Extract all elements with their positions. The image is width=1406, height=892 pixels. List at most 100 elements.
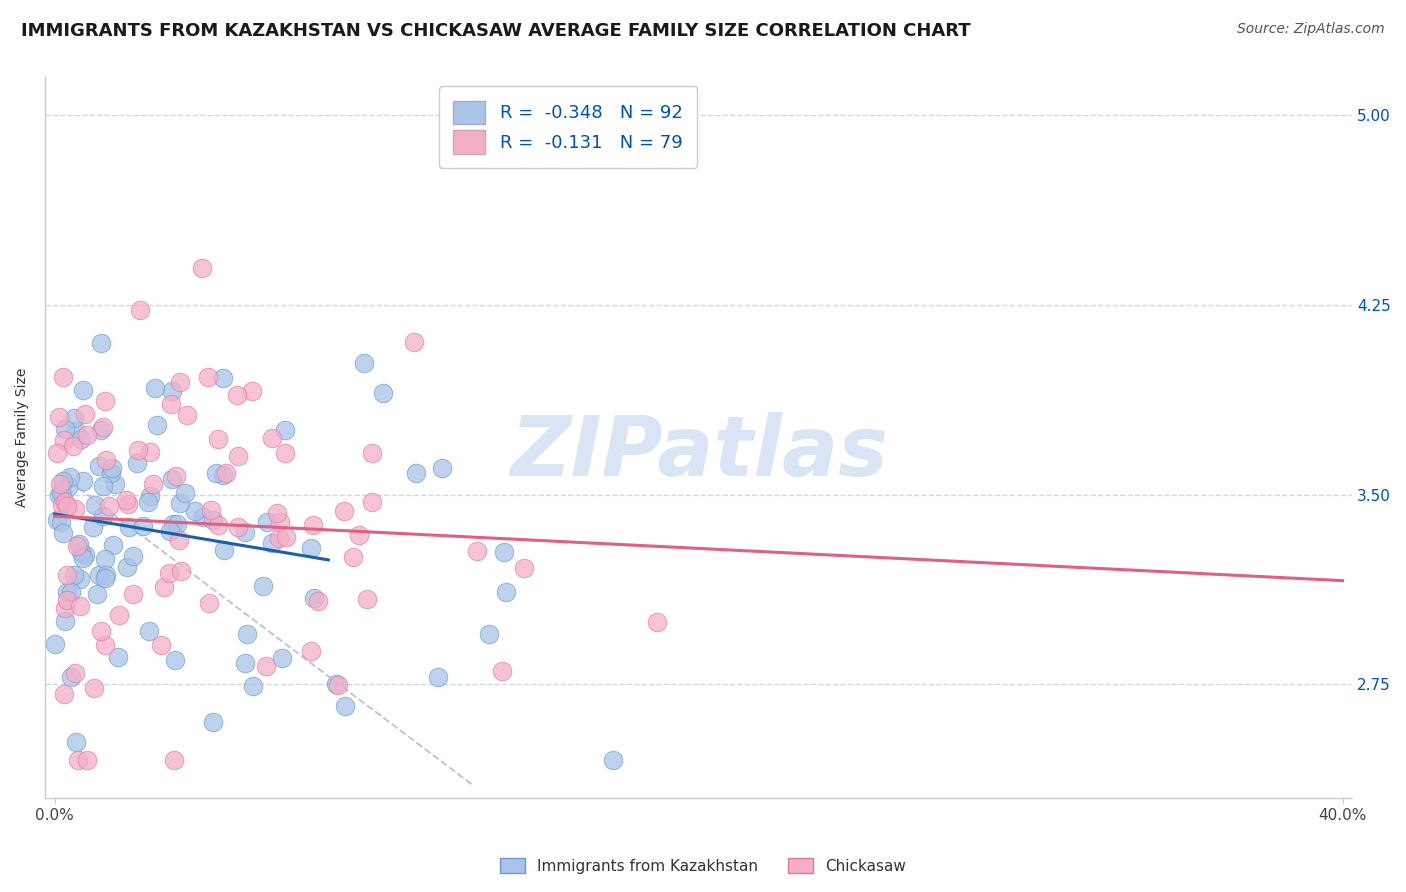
Point [405,466,427,480]
Point [72,383,94,397]
Point [139,489,162,503]
Point [46,513,69,527]
Point [513,561,536,575]
Point [75,548,97,562]
Point [176,408,198,422]
Point [465,544,488,558]
Point [122,587,145,601]
Point [191,510,214,524]
Point [169,375,191,389]
Point [69,545,91,559]
Point [76,428,98,442]
Point [233,524,256,539]
Text: IMMIGRANTS FROM KAZAKHSTAN VS CHICKASAW AVERAGE FAMILY SIZE CORRELATION CHART: IMMIGRANTS FROM KAZAKHSTAN VS CHICKASAW … [21,22,970,40]
Point [94,638,117,652]
Point [75,407,97,421]
Point [55,585,77,599]
Point [65,425,87,439]
Point [402,334,425,349]
Point [201,513,224,527]
Point [202,715,225,730]
Point [131,519,153,533]
Point [371,385,394,400]
Point [69,599,91,613]
Point [107,649,129,664]
Point [93,394,115,409]
Point [51,498,73,512]
Point [183,504,205,518]
Point [94,452,117,467]
Point [347,528,370,542]
Point [101,461,124,475]
Point [169,564,191,578]
Point [67,537,90,551]
Point [157,566,180,581]
Point [59,470,82,484]
Point [48,488,70,502]
Point [478,627,501,641]
Point [86,587,108,601]
Point [115,492,138,507]
Point [495,584,517,599]
Point [353,356,375,370]
Point [356,591,378,606]
Point [139,445,162,459]
Text: Source: ZipAtlas.com: Source: ZipAtlas.com [1237,22,1385,37]
Point [100,466,122,480]
Point [269,516,291,530]
Point [53,686,76,700]
Point [107,608,129,623]
Point [52,474,75,488]
Point [103,538,125,552]
Point [76,753,98,767]
Point [198,596,221,610]
Point [225,388,247,402]
Point [53,614,76,628]
Point [122,549,145,564]
Point [360,494,382,508]
Point [204,466,226,480]
Point [273,446,295,460]
Point [52,433,75,447]
Point [270,651,292,665]
Point [256,658,278,673]
Point [240,384,263,398]
Point [91,508,114,523]
Point [207,517,229,532]
Point [426,670,449,684]
Point [91,479,114,493]
Point [49,516,72,530]
Point [63,410,86,425]
Point [145,417,167,432]
Point [145,381,167,395]
Point [136,494,159,508]
Point [165,653,187,667]
Point [118,520,141,534]
Point [332,504,354,518]
Point [90,335,112,350]
Legend: Immigrants from Kazakhstan, Chickasaw: Immigrants from Kazakhstan, Chickasaw [494,852,912,880]
Point [342,550,364,565]
Point [72,474,94,488]
Point [125,456,148,470]
Point [190,261,212,276]
Point [236,627,259,641]
Point [169,496,191,510]
Point [63,666,86,681]
Point [302,591,325,605]
Legend: R =  -0.348   N = 92, R =  -0.131   N = 79: R = -0.348 N = 92, R = -0.131 N = 79 [439,87,697,168]
Point [167,533,190,547]
Point [138,624,160,638]
Point [256,515,278,529]
Point [165,469,187,483]
Point [49,477,72,491]
Point [127,443,149,458]
Point [150,639,173,653]
Point [117,497,139,511]
Point [48,409,70,424]
Point [153,580,176,594]
Point [207,432,229,446]
Point [72,551,94,566]
Text: ZIPatlas: ZIPatlas [510,412,887,492]
Point [233,657,256,671]
